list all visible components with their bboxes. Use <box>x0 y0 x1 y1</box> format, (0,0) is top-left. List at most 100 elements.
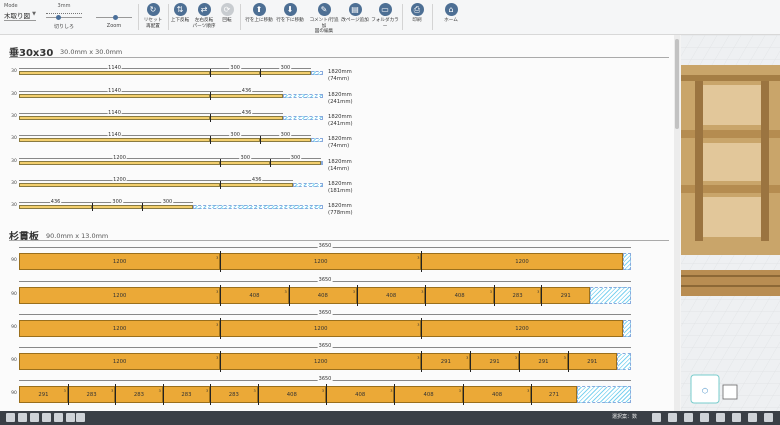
part-segment[interactable] <box>210 138 261 142</box>
printer-icon: ⎙ <box>410 3 424 16</box>
board-row[interactable]: 30 1140 300 300 1820mm (74mm) <box>11 132 352 149</box>
svg-text:⬡: ⬡ <box>702 387 708 395</box>
stock-length: 1820mm <box>328 181 352 187</box>
part-segment[interactable] <box>210 71 261 75</box>
part-segment[interactable] <box>19 253 221 270</box>
fullscreen-icon[interactable] <box>764 413 773 422</box>
cut-mark <box>470 351 472 372</box>
part-segment[interactable] <box>19 161 221 165</box>
part-segment[interactable] <box>19 353 221 370</box>
cut-mark <box>210 136 212 144</box>
vertical-scrollbar[interactable] <box>674 35 680 411</box>
board-row[interactable]: 30 1140 300 300 1820mm (74mm) <box>11 65 352 82</box>
part-segment[interactable] <box>260 71 311 75</box>
3d-preview[interactable]: ⬡ <box>681 35 780 411</box>
horizontal-flip-button[interactable]: ⇄ 左右反転 パーツ順序 <box>190 3 218 33</box>
board-row[interactable]: 90 3650 1200 1200 3 291 3 291 3 291 3 291 3 <box>11 343 631 372</box>
part-segment[interactable] <box>270 161 321 165</box>
part-segment[interactable] <box>19 320 221 337</box>
part-length-label: 291 <box>560 292 571 299</box>
add-page-button[interactable]: ▤ 改ページ追加 <box>341 3 369 33</box>
offcut-length: (778mm) <box>328 209 353 216</box>
stock-length: 1820mm <box>328 159 352 165</box>
part-segment[interactable] <box>19 205 93 209</box>
part-segment[interactable] <box>220 161 271 165</box>
menu-icon[interactable] <box>6 413 15 422</box>
zoom-icon[interactable] <box>716 413 725 422</box>
part-segment[interactable] <box>260 138 311 142</box>
cut-mark <box>210 114 212 122</box>
parts-icon[interactable] <box>42 413 51 422</box>
cut-mark <box>220 251 222 272</box>
view-side-icon[interactable] <box>668 413 677 422</box>
part-segment[interactable] <box>92 205 143 209</box>
slider-knob[interactable] <box>113 15 119 20</box>
part-segment[interactable] <box>19 183 221 187</box>
board-row[interactable]: 90 3650 1200 1200 3 1200 3 <box>11 243 631 272</box>
row-down-button[interactable]: ⬇ 行を下に移動 <box>276 3 304 33</box>
board-row[interactable]: 30 436 300 300 1820mm (778mm) <box>11 199 353 216</box>
layout-icon[interactable] <box>30 413 39 422</box>
reset-label: リセット 再配置 <box>143 18 163 29</box>
thickness-label: 90 <box>11 391 17 396</box>
mode-select[interactable]: 木取り図 ▼ <box>4 10 36 21</box>
cut-mark <box>567 351 569 372</box>
cut-margin-label: 切りしろ <box>53 24 74 30</box>
part-segment[interactable] <box>19 386 68 403</box>
board-row[interactable]: 30 1140 436 1820mm (241mm) <box>11 88 353 105</box>
part-segment[interactable] <box>19 287 221 304</box>
joint-marker: 3 <box>514 356 518 360</box>
cut-mark <box>493 285 495 306</box>
cut-mark <box>220 285 222 306</box>
view-front-icon[interactable] <box>652 413 661 422</box>
scrollbar-thumb[interactable] <box>675 39 679 129</box>
horizontal-flip-icon: ⇄ <box>197 3 211 16</box>
comment-button[interactable]: ✎ コメント/行追加 図の編集 <box>309 3 339 34</box>
part-segment[interactable] <box>19 116 211 120</box>
print-button[interactable]: ⎙ 印刷 <box>403 3 431 33</box>
camera-icon[interactable] <box>748 413 757 422</box>
comment-label: コメント/行追加 図の編集 <box>309 18 339 34</box>
list-icon[interactable] <box>54 413 63 422</box>
zoom-label: Zoom <box>106 23 122 29</box>
joint-marker: 3 <box>563 356 566 360</box>
part-segment[interactable] <box>19 94 211 98</box>
folder-color-button[interactable]: ▭ フォルダカラー <box>371 3 399 33</box>
joint-marker: 3 <box>421 290 424 294</box>
part-segment[interactable] <box>210 94 284 98</box>
row-up-button[interactable]: ⬆ 行を上に移動 <box>245 3 273 33</box>
board-row[interactable]: 30 1200 436 1820mm (181mm) <box>11 177 353 194</box>
cut-margin-slider[interactable]: 3mm 切りしろ <box>44 3 84 31</box>
board-row[interactable]: 90 3650 1200 1200 3 1200 3 <box>11 310 631 339</box>
reset-button[interactable]: ↻ リセット 再配置 <box>139 3 167 33</box>
part-length-label: 1200 <box>112 258 127 265</box>
stock-length-label: 1820mm (74mm) <box>328 136 352 149</box>
part-length-label: 408 <box>423 391 434 398</box>
cut-mark <box>518 351 520 372</box>
part-segment[interactable] <box>210 116 284 120</box>
home-button[interactable]: ⌂ ホーム <box>437 3 465 33</box>
view-perspective-icon[interactable] <box>684 413 693 422</box>
cut-mark <box>260 136 262 144</box>
board-row[interactable]: 90 3650 291 283 3 283 3 283 3 283 3 408 3 408 3 408 3 408… <box>11 376 631 405</box>
part-length-label: 436 <box>240 88 253 94</box>
vertical-flip-button[interactable]: ⇅ 上下反転 <box>166 3 194 33</box>
part-segment[interactable] <box>220 183 294 187</box>
rotate-button[interactable]: ⟳ 回転 <box>213 3 241 33</box>
grid-icon[interactable] <box>18 413 27 422</box>
export-icon[interactable] <box>66 413 75 422</box>
layers-icon[interactable] <box>732 413 741 422</box>
part-segment[interactable] <box>19 71 211 75</box>
board-row[interactable]: 30 1200 300 300 1820mm (14mm) <box>11 155 352 172</box>
part-length-label: 1140 <box>107 132 122 138</box>
part-length-label: 291 <box>489 358 500 365</box>
board-row[interactable]: 90 3650 1200 408 3 408 3 408 3 408 3 283 3 291 3 <box>11 277 631 306</box>
zoom-slider[interactable]: Zoom <box>94 3 134 31</box>
settings-icon[interactable] <box>76 413 85 422</box>
view-top-icon[interactable] <box>700 413 709 422</box>
part-segment[interactable] <box>19 138 211 142</box>
part-segment[interactable] <box>142 205 193 209</box>
board-row[interactable]: 30 1140 436 1820mm (241mm) <box>11 110 353 127</box>
slider-knob[interactable] <box>56 15 62 20</box>
joint-marker: 3 <box>216 356 219 360</box>
